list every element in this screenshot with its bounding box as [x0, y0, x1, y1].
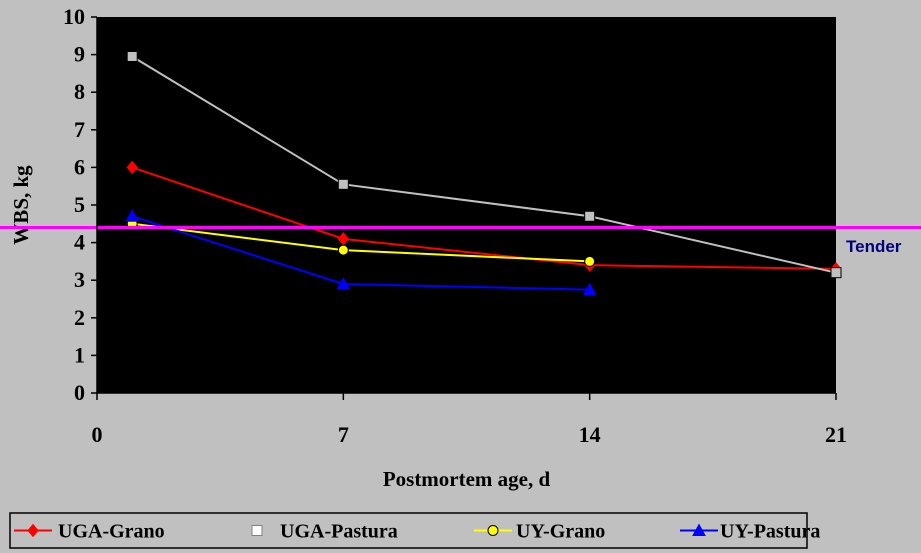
data-point-uga-pastura — [126, 50, 138, 62]
y-tick-label: 2 — [74, 305, 85, 330]
legend-label-uy-pastura: UY-Pastura — [720, 521, 820, 543]
y-tick-label: 7 — [74, 117, 85, 142]
y-tick-label: 1 — [74, 342, 85, 367]
data-point-uy-pastura — [582, 282, 597, 296]
data-point-uga-pastura — [584, 210, 596, 222]
legend-label-uga-pastura: UGA-Pastura — [280, 521, 398, 543]
y-tick-label: 4 — [74, 230, 85, 255]
x-tick-label: 21 — [825, 422, 847, 447]
x-tick-label: 0 — [92, 422, 103, 447]
x-tick-label: 7 — [338, 422, 349, 447]
y-tick-label: 0 — [74, 380, 85, 405]
series-line-uga-pastura — [131, 55, 837, 274]
y-tick-label: 9 — [74, 42, 85, 67]
series-line-uga-grano — [131, 166, 837, 270]
data-point-uy-grano — [337, 244, 349, 256]
data-point-uga-grano — [126, 160, 138, 175]
legend: UGA-Grano UGA-Pastura UY-Grano UY-Pastura — [9, 512, 820, 549]
data-point-uy-pastura — [125, 209, 140, 222]
y-tick-label: 10 — [63, 4, 85, 29]
x-axis-ticks: 0 7 14 21 — [92, 393, 847, 447]
y-tick-label: 6 — [74, 154, 85, 179]
legend-label-uy-grano: UY-Grano — [516, 521, 605, 543]
data-point-uga-pastura — [337, 178, 349, 190]
plot-area — [97, 17, 836, 393]
legend-label-uga-grano: UGA-Grano — [58, 521, 165, 543]
y-tick-label: 8 — [74, 79, 85, 104]
x-tick-label: 14 — [579, 422, 601, 447]
y-tick-label: 5 — [74, 192, 85, 217]
data-point-uy-pastura — [336, 276, 351, 290]
legend-marker-uy-grano — [487, 525, 499, 536]
y-axis-title: WBS, kg — [9, 165, 33, 245]
tender-label: Tender — [846, 237, 902, 256]
y-axis-ticks: 0 1 2 3 4 5 6 7 8 9 10 — [63, 4, 97, 405]
legend-marker-uga-pastura — [251, 525, 263, 536]
x-axis-title: Postmortem age, d — [383, 467, 551, 491]
data-point-uga-pastura — [830, 267, 842, 279]
legend-marker-uga-grano — [27, 523, 39, 538]
data-point-uy-grano — [584, 255, 596, 267]
legend-box — [9, 512, 808, 549]
y-tick-label: 3 — [74, 267, 85, 292]
legend-marker-uy-pastura — [692, 523, 706, 536]
